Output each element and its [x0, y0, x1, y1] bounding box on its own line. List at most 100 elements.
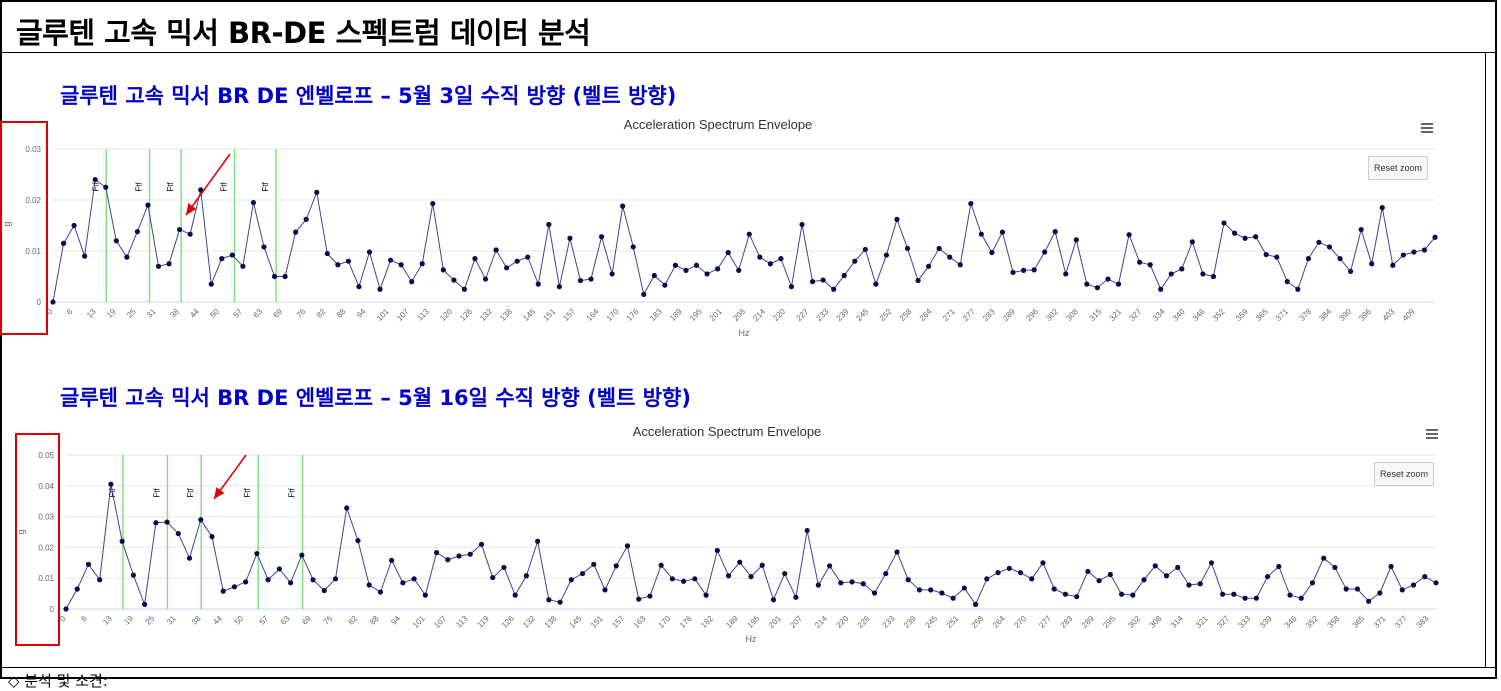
data-point	[1152, 563, 1158, 569]
data-point	[1388, 563, 1394, 570]
data-point	[1284, 279, 1290, 285]
data-point	[387, 257, 394, 263]
x-tick-label: 371	[1372, 614, 1388, 630]
x-tick-label: 176	[678, 614, 694, 630]
chart-title: Acceleration Spectrum Envelope	[633, 424, 822, 439]
data-point	[208, 281, 214, 287]
data-point	[746, 231, 752, 237]
x-tick-label: 157	[561, 307, 577, 323]
data-point	[904, 245, 911, 252]
x-tick-label: 69	[300, 614, 313, 627]
data-point	[894, 216, 900, 222]
x-tick-label: 82	[315, 307, 328, 320]
data-point	[1379, 205, 1385, 211]
x-tick-label: 201	[708, 307, 724, 323]
data-point	[523, 573, 530, 579]
data-point	[1062, 591, 1069, 597]
x-tick-label: 220	[771, 307, 787, 323]
data-point	[1231, 230, 1238, 236]
x-tick-label: 19	[122, 614, 135, 627]
data-point	[647, 593, 653, 599]
x-tick-label: 94	[389, 614, 402, 627]
data-point	[209, 534, 215, 540]
data-point	[1147, 262, 1153, 268]
data-point	[1316, 239, 1322, 245]
data-point	[472, 256, 478, 262]
data-point	[788, 284, 795, 290]
data-point	[504, 265, 510, 271]
x-tick-label: 151	[541, 307, 557, 323]
x-tick-label: 252	[878, 307, 894, 323]
data-point	[809, 279, 816, 285]
menu-icon[interactable]	[1426, 429, 1438, 439]
x-tick-label: 365	[1350, 614, 1366, 630]
data-point	[1242, 235, 1248, 241]
data-point	[282, 273, 288, 280]
x-tick-label: 88	[335, 307, 348, 320]
data-point	[995, 570, 1001, 576]
x-tick-label: 76	[295, 307, 308, 320]
data-point	[1179, 266, 1185, 272]
x-tick-label: 126	[458, 307, 474, 323]
data-point	[265, 577, 271, 583]
x-tick-label: 296	[1024, 307, 1040, 323]
x-tick-label: 151	[589, 614, 605, 630]
data-point	[556, 284, 562, 290]
y-tick-label: 0.02	[38, 543, 54, 552]
data-point	[591, 561, 597, 567]
data-point	[187, 231, 193, 237]
x-tick-label: 183	[648, 307, 664, 323]
data-point	[324, 250, 330, 257]
x-tick-label: 119	[475, 614, 491, 630]
data-point	[915, 277, 921, 284]
data-point	[1264, 574, 1271, 580]
data-point	[1332, 564, 1338, 571]
reset-zoom-button[interactable]: Reset zoom	[1374, 462, 1434, 486]
fault-frequency-label: Ftf	[91, 182, 100, 192]
x-tick-label: 270	[1012, 614, 1028, 630]
data-point	[961, 585, 967, 591]
data-point	[636, 596, 642, 602]
y-tick-label: 0.03	[38, 513, 54, 522]
data-point	[1017, 570, 1024, 576]
x-tick-label: 145	[568, 614, 584, 630]
x-tick-label: 333	[1237, 614, 1253, 630]
data-point	[1115, 281, 1122, 287]
x-tick-label: 113	[415, 307, 431, 323]
data-point	[1399, 587, 1405, 593]
x-tick-label: 251	[945, 614, 961, 630]
menu-icon[interactable]	[1421, 123, 1433, 133]
x-tick-label: 176	[625, 307, 641, 323]
data-point	[261, 244, 267, 250]
data-point	[757, 254, 763, 260]
data-point	[240, 263, 246, 269]
data-point	[1197, 581, 1203, 587]
arrow-icon	[186, 203, 197, 215]
fault-frequency-label: Ftf	[166, 182, 175, 192]
x-tick-label: 69	[272, 307, 285, 320]
reset-zoom-button[interactable]: Reset zoom	[1368, 156, 1428, 180]
y-tick-label: 0.04	[38, 482, 54, 491]
x-tick-label: 383	[1414, 614, 1430, 630]
data-point	[186, 555, 193, 561]
x-tick-label: 138	[498, 307, 514, 323]
data-point	[989, 249, 995, 256]
data-point	[400, 580, 406, 586]
data-point	[1321, 555, 1327, 561]
x-tick-label: 339	[1258, 614, 1274, 630]
x-tick-label: 170	[605, 307, 621, 323]
x-tick-label: 258	[898, 307, 914, 323]
x-tick-label: 264	[918, 307, 934, 323]
data-point	[514, 258, 520, 264]
x-tick-label: 403	[1381, 307, 1397, 323]
data-point	[113, 238, 119, 244]
data-point	[535, 281, 541, 287]
data-point	[1006, 565, 1012, 571]
data-point	[602, 587, 608, 593]
data-point	[1295, 286, 1301, 292]
data-point	[321, 587, 327, 594]
data-point	[124, 254, 130, 260]
fault-frequency-label: Ftf	[186, 488, 195, 498]
data-point	[1105, 276, 1111, 282]
x-tick-label: 189	[668, 307, 684, 323]
